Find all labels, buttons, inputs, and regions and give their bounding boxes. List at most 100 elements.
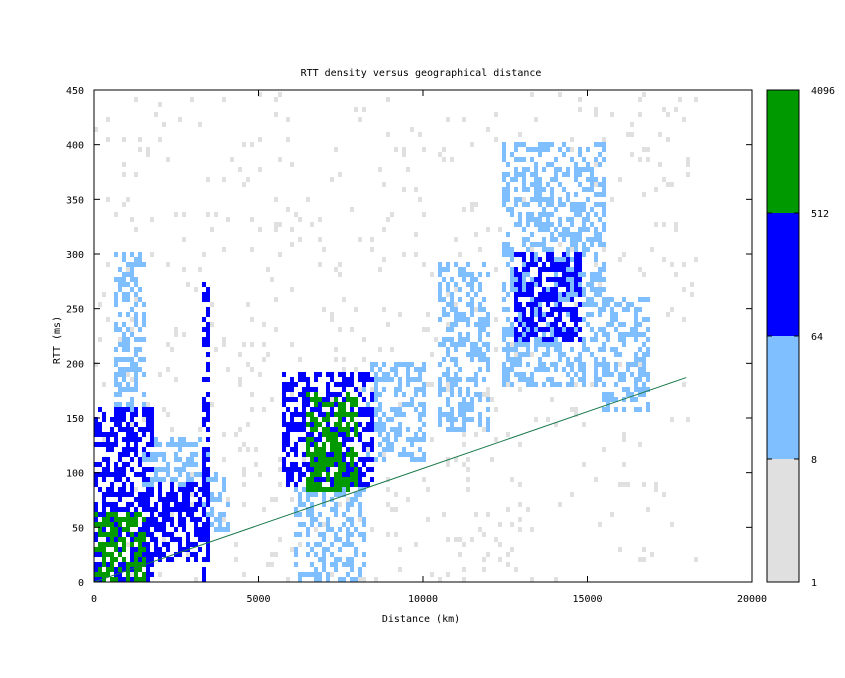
heatmap-cell [522,272,526,277]
heatmap-cell [442,297,446,302]
heatmap-cell [158,452,162,457]
heatmap-cell [530,252,534,257]
heatmap-cell [362,427,366,432]
heatmap-cell [514,352,518,357]
heatmap-cell [550,342,554,347]
heatmap-cell [262,357,266,362]
heatmap-cell [618,362,622,367]
heatmap-cell [222,97,226,102]
heatmap-cell [514,357,518,362]
heatmap-cell [118,367,122,372]
heatmap-cell [206,457,210,462]
heatmap-cell [186,537,190,542]
heatmap-cell [150,442,154,447]
heatmap-cell [578,107,582,112]
heatmap-cell [130,447,134,452]
heatmap-cell [114,277,118,282]
heatmap-cell [450,382,454,387]
heatmap-cell [134,497,138,502]
heatmap-cell [234,542,238,547]
heatmap-cell [422,392,426,397]
heatmap-cell [202,297,206,302]
heatmap-cell [294,562,298,567]
heatmap-cell [154,547,158,552]
heatmap-cell [586,167,590,172]
heatmap-cell [402,362,406,367]
heatmap-cell [146,507,150,512]
heatmap-cell [466,402,470,407]
heatmap-cell [554,347,558,352]
heatmap-cell [590,177,594,182]
heatmap-cell [686,172,690,177]
heatmap-cell [526,267,530,272]
heatmap-cell [458,392,462,397]
heatmap-cell [306,487,310,492]
heatmap-cell [282,442,286,447]
heatmap-cell [166,507,170,512]
heatmap-cell [442,277,446,282]
heatmap-cell [278,92,282,97]
heatmap-cell [346,487,350,492]
heatmap-cell [622,337,626,342]
heatmap-cell [306,467,310,472]
heatmap-cell [166,547,170,552]
heatmap-cell [122,322,126,327]
heatmap-cell [106,467,110,472]
heatmap-cell [534,192,538,197]
heatmap-cell [566,262,570,267]
heatmap-cell [566,357,570,362]
heatmap-cell [294,547,298,552]
heatmap-cell [178,472,182,477]
heatmap-cell [302,457,306,462]
heatmap-cell [398,312,402,317]
heatmap-cell [114,532,118,537]
heatmap-cell [518,212,522,217]
heatmap-cell [462,267,466,272]
heatmap-cell [138,472,142,477]
heatmap-cell [422,407,426,412]
heatmap-cell [338,392,342,397]
heatmap-cell [146,547,150,552]
heatmap-cell [550,322,554,327]
heatmap-cell [526,377,530,382]
heatmap-cell [202,477,206,482]
heatmap-cell [186,477,190,482]
heatmap-cell [410,457,414,462]
heatmap-cell [522,317,526,322]
heatmap-cell [594,227,598,232]
heatmap-cell [522,262,526,267]
heatmap-cell [318,407,322,412]
heatmap-cell [430,572,434,577]
heatmap-cell [554,297,558,302]
heatmap-cell [558,312,562,317]
heatmap-cell [110,542,114,547]
heatmap-cell [306,462,310,467]
heatmap-cell [282,387,286,392]
heatmap-cell [550,397,554,402]
heatmap-cell [118,267,122,272]
heatmap-cell [526,202,530,207]
heatmap-cell [106,487,110,492]
heatmap-cell [462,432,466,437]
heatmap-cell [422,367,426,372]
heatmap-cell [118,532,122,537]
heatmap-cell [466,352,470,357]
heatmap-cell [150,217,154,222]
heatmap-cell [338,272,342,277]
heatmap-cell [526,317,530,322]
heatmap-cell [190,552,194,557]
heatmap-cell [118,412,122,417]
heatmap-cell [446,267,450,272]
heatmap-cell [214,527,218,532]
heatmap-cell [226,502,230,507]
heatmap-cell [562,267,566,272]
heatmap-cell [122,517,126,522]
heatmap-cell [186,462,190,467]
heatmap-cell [390,507,394,512]
heatmap-cell [130,262,134,267]
heatmap-cell [222,247,226,252]
heatmap-cell [222,517,226,522]
heatmap-cell [342,442,346,447]
heatmap-cell [194,462,198,467]
heatmap-cell [286,472,290,477]
